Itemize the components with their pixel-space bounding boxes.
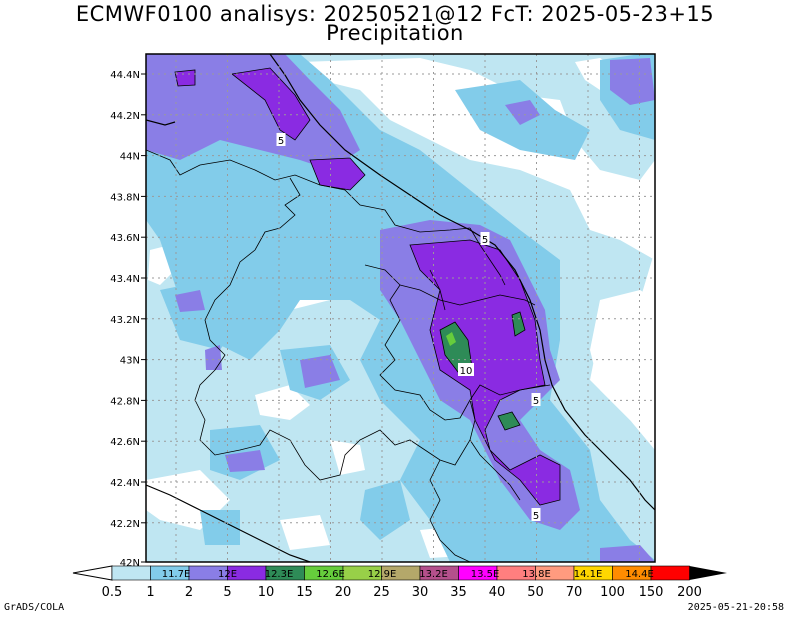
contour-label-bg bbox=[531, 508, 541, 521]
coastline bbox=[146, 54, 655, 562]
colorbar-tick-label: 200 bbox=[677, 585, 702, 600]
lon-label: 14.4E bbox=[625, 569, 654, 580]
lon-label: 13.8E bbox=[522, 569, 551, 580]
colorbar-tick-label: 1 bbox=[146, 585, 154, 600]
lat-label: 42N bbox=[120, 558, 140, 569]
precipitation-map: 44.4N 44.2N 44N 43.8N 43.6N 43.4N 43.2N 43N 42.8… bbox=[72, 53, 727, 600]
colorbar-tick-label: 25 bbox=[373, 585, 390, 600]
lon-label: 13.2E bbox=[419, 569, 448, 580]
contour-label-bg bbox=[480, 232, 490, 245]
contour-label: 5 bbox=[533, 511, 539, 522]
contour-label-bg bbox=[276, 133, 286, 146]
colorbar-under-arrow bbox=[72, 565, 113, 581]
contour-label-bg bbox=[458, 363, 474, 376]
contour-label: 5 bbox=[482, 235, 488, 246]
lon-label: 14.1E bbox=[574, 569, 603, 580]
colorbar-tick-label: 15 bbox=[296, 585, 313, 600]
colorbar-tick-label: 35 bbox=[450, 585, 467, 600]
lat-label: 42.2N bbox=[110, 519, 140, 530]
colorbar-tick-label: 150 bbox=[639, 585, 664, 600]
color-bar-ticks: 0.5 1 2 5 10 15 20 25 30 35 40 50 70 100 150 200 bbox=[102, 585, 702, 600]
lat-label: 43.4N bbox=[110, 274, 140, 285]
lon-label: 12.6E bbox=[316, 569, 345, 580]
lon-label: 12E bbox=[218, 569, 237, 580]
footer-credit: GrADS/COLA bbox=[4, 602, 65, 613]
lat-label: 44.4N bbox=[110, 70, 140, 81]
colorbar-tick-label: 100 bbox=[600, 585, 625, 600]
contour-label: 5 bbox=[533, 396, 539, 407]
plot-area bbox=[146, 54, 655, 562]
longitude-labels: 11.7E 12E 12.3E 12.6E 12.9E 13.2E 13.5E 13.8E 14… bbox=[162, 569, 654, 580]
contour-label-bg bbox=[531, 393, 541, 406]
lat-label: 42.6N bbox=[110, 437, 140, 448]
lon-label: 12.3E bbox=[265, 569, 294, 580]
latitude-labels: 44.4N 44.2N 44N 43.8N 43.6N 43.4N 43.2N 43N 42.8… bbox=[110, 70, 146, 569]
colorbar-tick-label: 30 bbox=[412, 585, 429, 600]
colorbar-tick-label: 5 bbox=[223, 585, 231, 600]
precip-level-6 bbox=[446, 332, 456, 346]
lat-label: 43.8N bbox=[110, 192, 140, 203]
lon-label: 13.5E bbox=[471, 569, 500, 580]
map-title: ECMWF0100 analisys: 20250521@12 FcT: 202… bbox=[75, 2, 715, 26]
contour-label: 5 bbox=[278, 136, 284, 147]
grid-lines bbox=[146, 54, 655, 562]
lat-label: 44N bbox=[120, 152, 140, 163]
contour-label: 10 bbox=[460, 366, 473, 377]
colorbar-tick-label: 10 bbox=[258, 585, 275, 600]
colorbar-tick-label: 20 bbox=[335, 585, 352, 600]
color-bar bbox=[72, 565, 727, 581]
colorbar-segment bbox=[650, 565, 690, 581]
colorbar-tick-label: 2 bbox=[185, 585, 193, 600]
colorbar-segment bbox=[111, 565, 151, 581]
plot-frame bbox=[145, 53, 656, 563]
map-subtitle: Precipitation bbox=[326, 21, 464, 45]
colorbar-tick-label: 40 bbox=[489, 585, 506, 600]
lat-label: 43N bbox=[120, 356, 140, 367]
colorbar-tick-label: 50 bbox=[527, 585, 544, 600]
lat-label: 43.2N bbox=[110, 315, 140, 326]
lon-label: 11.7E bbox=[162, 569, 191, 580]
colorbar-tick-label: 0.5 bbox=[102, 585, 123, 600]
lat-label: 43.6N bbox=[110, 233, 140, 244]
lat-label: 44.2N bbox=[110, 111, 140, 122]
contour-lines bbox=[174, 67, 561, 506]
colorbar-tick-label: 70 bbox=[566, 585, 583, 600]
lat-label: 42.8N bbox=[110, 396, 140, 407]
footer-timestamp: 2025-05-21-20:58 bbox=[687, 602, 784, 613]
lon-label: 12.9E bbox=[368, 569, 397, 580]
lat-label: 42.4N bbox=[110, 478, 140, 489]
contour-labels: 5 5 10 5 5 bbox=[276, 133, 541, 522]
colorbar-over-arrow bbox=[689, 566, 727, 580]
